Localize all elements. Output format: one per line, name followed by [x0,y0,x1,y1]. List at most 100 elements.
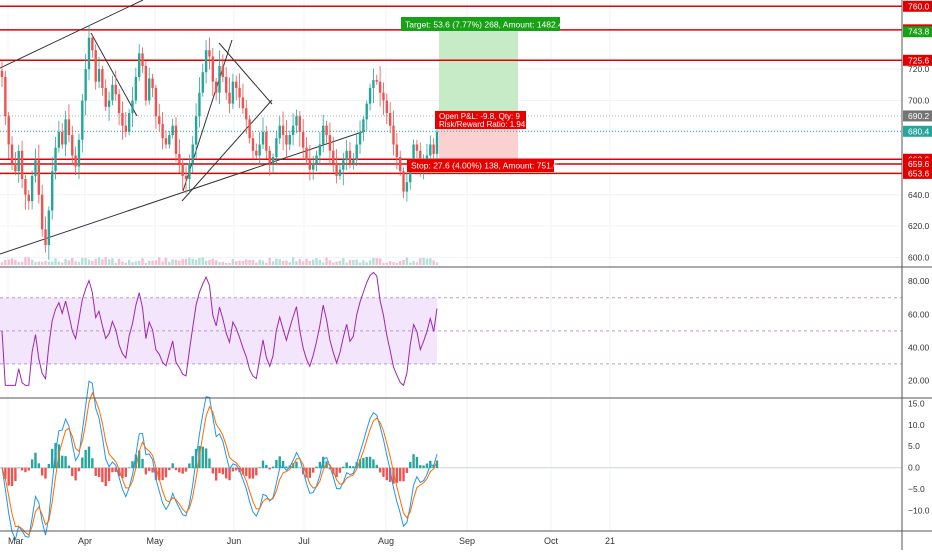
candle-body [27,194,30,202]
macd-histogram-bar [345,462,348,469]
candle-body [67,119,71,136]
x-tick-label: Aug [378,536,394,546]
open-pnl-label[interactable]: Open P&L: -9.8, Qty: 9 Risk/Reward Ratio… [435,111,526,129]
candle-body [261,131,265,145]
macd-histogram-bar [208,458,211,469]
volume-bar [238,260,241,265]
trendline[interactable] [0,130,366,255]
macd-histogram-bar [275,459,278,469]
target-label-text: Target: 53.6 (7.77%) 268, Amount: 1482.4 [405,20,563,30]
price-badge [903,0,932,12]
volume-bar [161,261,164,265]
x-tick-label: Jun [227,536,242,546]
candle-body [137,53,141,77]
macd-histogram-bar [191,456,194,469]
macd-histogram-bar [81,457,84,469]
volume-bar [44,260,47,265]
macd-histogram-bar [171,463,174,469]
macd-histogram-bar [412,454,415,469]
candle-body [91,37,94,51]
macd-histogram-bar [97,467,101,477]
candle-body [74,155,77,167]
macd-histogram-bar [278,456,281,469]
macd-histogram-bar [398,467,402,482]
candle-body [248,119,251,139]
volume-bar [40,262,44,265]
candle-body [97,69,101,82]
macd-tick-label: −5.0 [908,484,925,494]
macd-histogram-bar [328,467,332,470]
macd-histogram-bar [265,464,268,469]
candle-body [0,70,4,77]
volume-bar [47,261,51,265]
volume-bar [228,262,231,265]
candle-body [71,135,74,156]
candle-body [144,65,148,101]
volume-bar [281,260,285,265]
macd-histogram-bar [261,460,265,469]
candle-body [124,125,128,132]
volume-bar [211,258,215,265]
macd-histogram-bar [365,456,368,469]
candle-body [94,50,97,82]
macd-histogram-bar [34,452,37,469]
volume-bar [285,260,288,265]
candle-body [208,50,211,57]
macd-histogram-bar [87,446,91,469]
macd-histogram-bar [44,467,47,479]
macd-histogram-bar [251,467,255,479]
volume-bar [432,260,435,265]
volume-bar [30,259,34,265]
candle-body [271,157,275,164]
trendline[interactable] [0,0,144,69]
volume-bar [144,262,148,265]
macd-histogram-bar [148,467,151,471]
macd-histogram-bar [117,467,121,477]
candle-body [415,144,419,151]
candle-body [291,125,295,136]
candle-body [64,119,67,145]
macd-histogram-bar [295,461,298,469]
candle-body [295,116,298,126]
volume-bar [81,257,84,265]
candle-body [84,69,87,101]
macd-histogram-bar [231,467,235,472]
candle-body [24,179,27,195]
volume-bar [298,259,302,265]
candle-body [301,131,305,148]
candle-body [368,87,372,104]
stop-label[interactable]: Stop: 27.6 (4.00%) 138, Amount: 751.6 [407,159,558,172]
candle-body [405,182,409,192]
macd-tick-label: −10.0 [908,506,930,516]
volume-bar [378,258,382,265]
volume-bar [91,260,94,265]
candle-body [335,163,338,176]
open-pnl-label-bg [435,111,526,129]
macd-histogram-bar [67,465,71,469]
trendline[interactable] [182,39,233,192]
volume-bar [10,258,14,265]
target-label[interactable]: Target: 53.6 (7.77%) 268, Amount: 1482.4 [401,17,563,31]
volume-bar [255,262,258,265]
price-badge [903,158,932,170]
volume-bar [332,262,335,265]
macd-histogram-bar [352,466,355,469]
candle-body [221,65,225,77]
candle-body [298,116,302,132]
trendline[interactable] [181,99,273,202]
candle-body [17,150,20,172]
macd-histogram-bar [111,467,114,473]
macd-tick-label: 15.0 [908,398,925,408]
trendlines[interactable] [0,0,366,255]
volume-bar [0,262,4,265]
candle-body [14,163,17,172]
rsi-tick-label: 60.00 [908,309,930,319]
volume-bar [134,261,138,265]
candle-body [322,125,325,145]
macd-histogram-bar [335,467,338,477]
macd-histogram-bar [131,461,134,469]
trendline[interactable] [90,32,138,117]
candle-body [402,171,405,192]
